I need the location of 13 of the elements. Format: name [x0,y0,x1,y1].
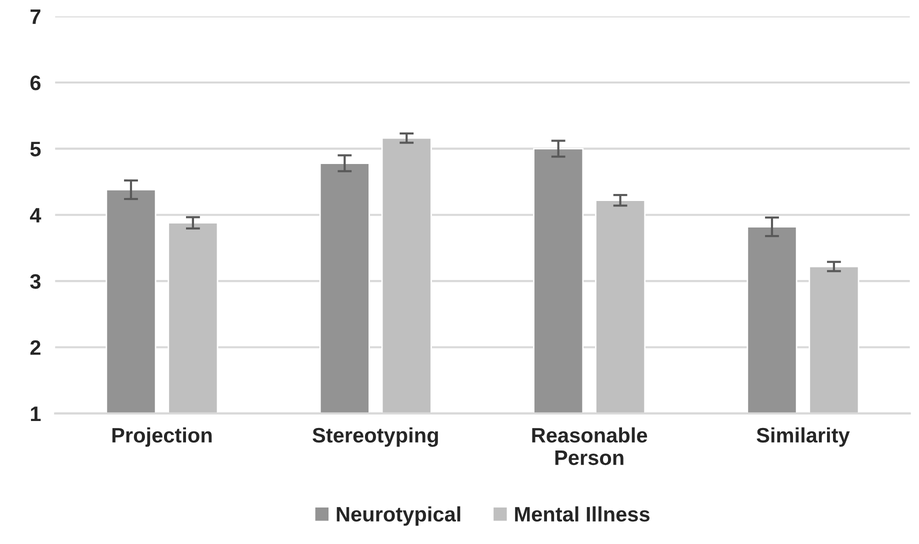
y-tick-label: 1 [30,406,41,421]
y-tick-label: 5 [30,142,41,156]
y-tick-label: 4 [30,208,42,222]
y-tick-label: 7 [30,10,40,24]
y-tick-label: 3 [30,274,40,289]
x-tick-label: Reasonable Person [532,427,648,466]
legend-label: Mental Illness [515,506,650,522]
x-tick-label: Stereotyping [312,427,438,447]
x-tick-label: Projection [112,427,212,447]
y-tick-label: 2 [30,340,40,355]
legend-label: Neurotypical [336,506,460,526]
y-tick-label: 6 [30,76,40,90]
x-tick-label: Similarity [756,427,850,447]
